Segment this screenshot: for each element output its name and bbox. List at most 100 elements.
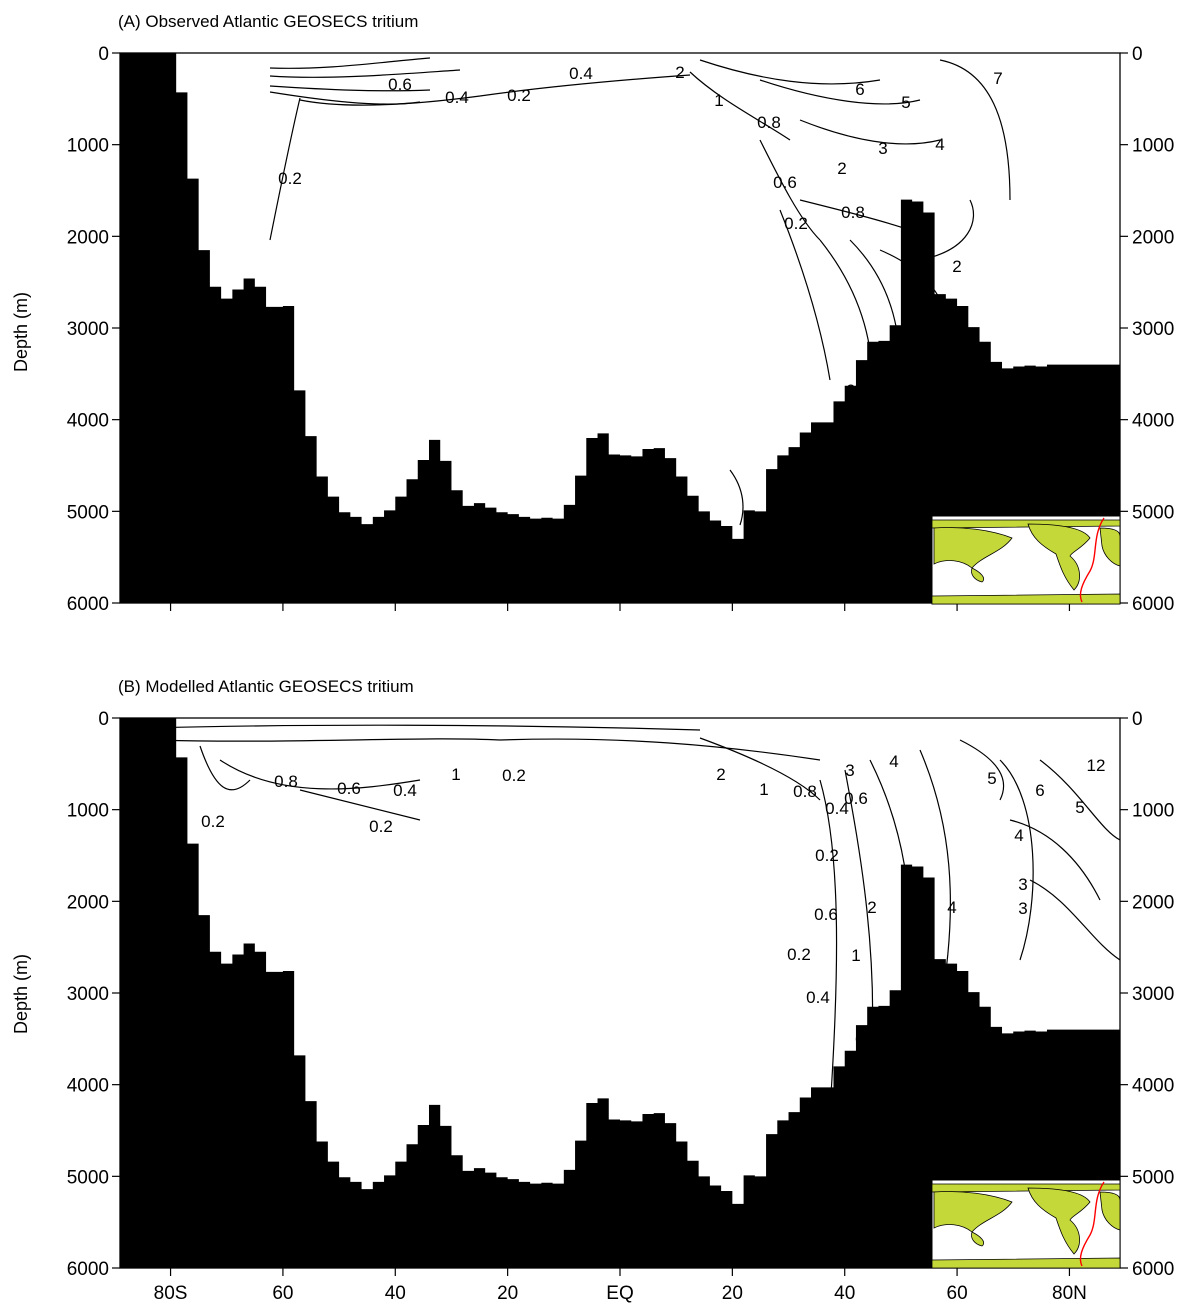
- panel-a: (A) Observed Atlantic GEOSECS tritium 0.…: [11, 12, 1174, 615]
- y-tick-label-right: 1000: [1132, 136, 1174, 157]
- contour-line-a-13: [799, 199, 911, 231]
- contour-line-a-11: [939, 59, 1011, 201]
- contour-line-b-7: [819, 779, 838, 1111]
- contour-line-a-9: [759, 79, 921, 105]
- panel-b-y-axis-label: Depth (m): [11, 954, 31, 1034]
- contour-label: 0.8: [757, 113, 781, 132]
- contour-label: 0.6: [388, 75, 412, 94]
- panel-a-title: (A) Observed Atlantic GEOSECS tritium: [118, 12, 418, 31]
- y-tick-label-left: 4000: [67, 1076, 109, 1097]
- contour-label: 0.4: [825, 799, 849, 818]
- panel-b-title: (B) Modelled Atlantic GEOSECS tritium: [118, 677, 414, 696]
- panel-b: (B) Modelled Atlantic GEOSECS tritium 0.…: [11, 677, 1174, 1304]
- contour-line-a-6: [479, 74, 691, 97]
- contour-line-b-12: [999, 759, 1034, 961]
- contour-label: 0.6: [870, 340, 894, 359]
- y-tick-label-left: 4000: [67, 411, 109, 432]
- contour-label: 5: [1075, 798, 1084, 817]
- x-tick-label: EQ: [606, 1283, 633, 1304]
- contour-label: 4: [1014, 826, 1023, 845]
- x-tick-label: 20: [497, 1283, 518, 1304]
- contour-line-a-5: [269, 97, 301, 241]
- contour-label: 4: [947, 898, 956, 917]
- contour-line-b-4: [299, 789, 421, 821]
- x-tick-label: 80S: [154, 1283, 188, 1304]
- x-tick-label: 40: [385, 1283, 406, 1304]
- inset-section-line: [1079, 517, 1105, 603]
- y-tick-label-left: 6000: [67, 594, 109, 615]
- contour-label: 4: [889, 752, 898, 771]
- y-tick-label-left: 5000: [67, 1167, 109, 1188]
- contour-line-a-1: [269, 69, 461, 78]
- y-tick-label-left: 6000: [67, 1259, 109, 1280]
- contour-label: 3: [1018, 899, 1027, 918]
- contour-line-b-0: [149, 724, 701, 731]
- y-tick-label-right: 4000: [1132, 1076, 1174, 1097]
- contour-label: 0.2: [369, 817, 393, 836]
- inset-world-map: [931, 515, 1121, 605]
- contour-label: 0.4: [445, 88, 469, 107]
- contour-line-b-15: [1029, 879, 1121, 961]
- y-tick-label-left: 3000: [67, 319, 109, 340]
- contour-line-b-2: [199, 745, 251, 791]
- seafloor-bathymetry: [120, 718, 1120, 1268]
- contour-label: 0.6: [814, 905, 838, 924]
- inset-land-europe-africa: [1099, 1191, 1121, 1231]
- x-tick-label: 60: [947, 1283, 968, 1304]
- contour-label: 6: [855, 80, 864, 99]
- contour-line-a-4: [269, 91, 421, 105]
- y-tick-label-right: 0: [1132, 709, 1143, 730]
- contour-label: 0.2: [507, 86, 531, 105]
- contour-line-a-14: [779, 209, 831, 381]
- y-tick-label-left: 2000: [67, 892, 109, 913]
- contour-line-b-6: [699, 737, 821, 801]
- contour-label: 2: [675, 63, 684, 82]
- contour-label: 2: [716, 765, 725, 784]
- panel-a-plot: 0.6 0.4 0.2 0.4 2 1 0.8 6 5 3 4 7 0.2 2 0.6 0.8 0.2 2 1 0.6…: [67, 44, 1175, 615]
- y-tick-label-left: 2000: [67, 227, 109, 248]
- y-tick-label-right: 5000: [1132, 1167, 1174, 1188]
- contour-label: 3: [1018, 875, 1027, 894]
- contour-label: 5: [987, 769, 996, 788]
- inset-land-americas: [1027, 523, 1091, 591]
- contour-label: 3: [878, 139, 887, 158]
- contour-line-a-12: [759, 139, 821, 241]
- panel-b-plot: 0.8 0.6 0.41 0.20.2 0.221 0.8 0.63 4 125650.440.…: [67, 709, 1175, 1304]
- contour-label: 0.4: [393, 781, 417, 800]
- inset-land-antarctica: [931, 1257, 1121, 1269]
- y-tick-label-left: 1000: [67, 801, 109, 822]
- contour-label: 0.2: [784, 214, 808, 233]
- y-tick-label-left: 0: [98, 709, 109, 730]
- y-tick-label-right: 3000: [1132, 984, 1174, 1005]
- y-tick-label-right: 2000: [1132, 892, 1174, 913]
- inset-land-asia: [933, 527, 1013, 569]
- contour-label: 6: [1035, 781, 1044, 800]
- contour-line-a-8: [699, 59, 881, 85]
- contour-label: 1: [451, 765, 460, 784]
- contour-label: 2: [867, 898, 876, 917]
- contour-label: 0.8: [841, 203, 865, 222]
- contour-label: 0.8: [793, 782, 817, 801]
- inset-world-map: [931, 1179, 1121, 1269]
- contour-label: 0.2: [787, 945, 811, 964]
- contour-label: 0.4: [569, 64, 593, 83]
- y-tick-label-left: 5000: [67, 502, 109, 523]
- contour-label: 0.6: [773, 173, 797, 192]
- y-tick-label-right: 1000: [1132, 801, 1174, 822]
- contour-line-b-11: [959, 739, 1005, 801]
- inset-land-australia: [971, 567, 985, 583]
- inset-land-americas: [1027, 1187, 1091, 1255]
- y-tick-label-right: 3000: [1132, 319, 1174, 340]
- contour-line-a-0: [269, 57, 431, 69]
- contour-label: 7: [993, 69, 1002, 88]
- contour-line-b-1: [149, 738, 501, 742]
- contour-label: 0.6: [844, 789, 868, 808]
- contour-label: 0.8: [855, 1030, 879, 1049]
- contour-line-a-10: [799, 119, 941, 145]
- contour-label: 1: [928, 298, 937, 317]
- contour-line-b-14: [1009, 819, 1101, 901]
- contour-label: 0.2: [502, 766, 526, 785]
- y-tick-label-right: 5000: [1132, 502, 1174, 523]
- seafloor-bathymetry: [120, 53, 1120, 603]
